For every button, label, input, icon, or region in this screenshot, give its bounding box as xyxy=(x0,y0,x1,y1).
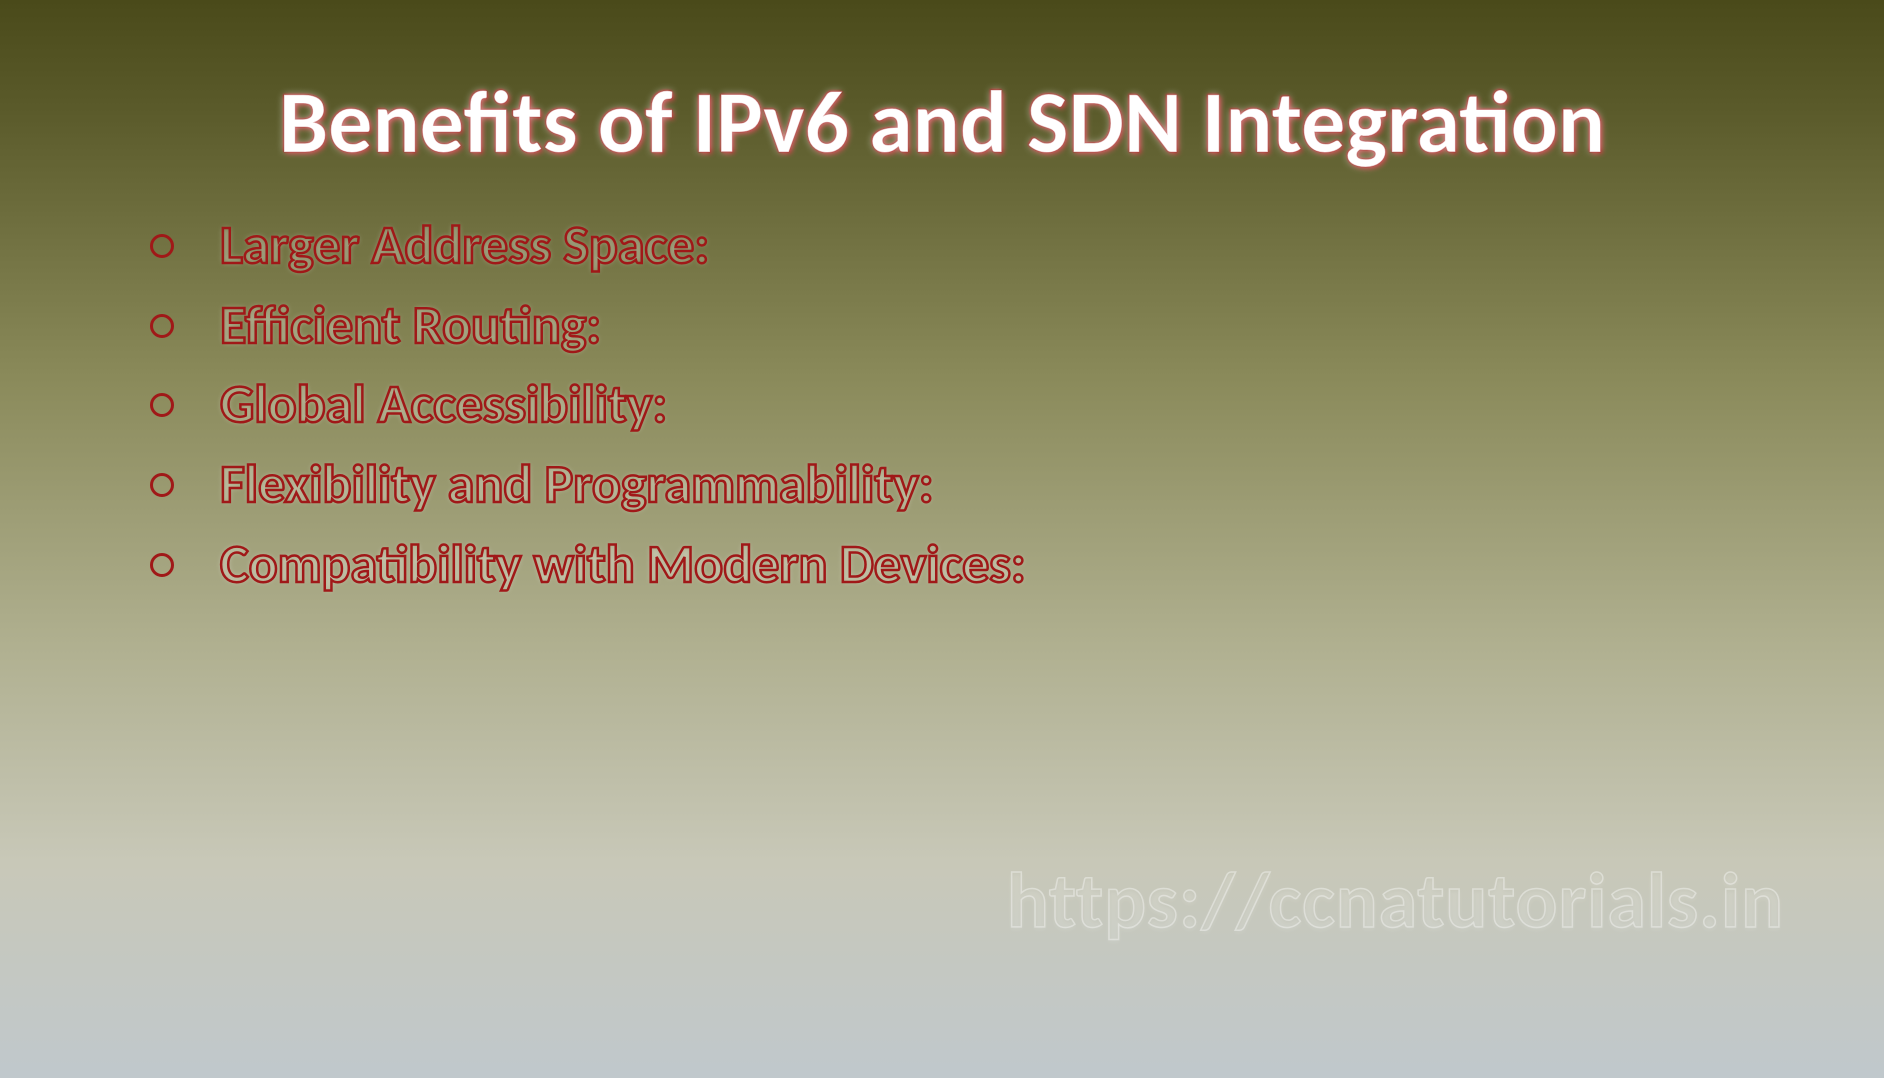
list-item: Compatibility with Modern Devices: xyxy=(140,525,1784,605)
slide-title: Benefits of IPv6 and SDN Integration xyxy=(100,70,1784,176)
list-item: Global Accessibility: xyxy=(140,365,1784,445)
list-item: Flexibility and Programmability: xyxy=(140,445,1784,525)
slide-container: Benefits of IPv6 and SDN Integration Lar… xyxy=(0,0,1884,1078)
list-item: Larger Address Space: xyxy=(140,206,1784,286)
watermark-url: https://ccnatutorials.in xyxy=(1007,853,1784,948)
bullet-list: Larger Address Space: Efficient Routing:… xyxy=(100,206,1784,606)
list-item: Efficient Routing: xyxy=(140,286,1784,366)
